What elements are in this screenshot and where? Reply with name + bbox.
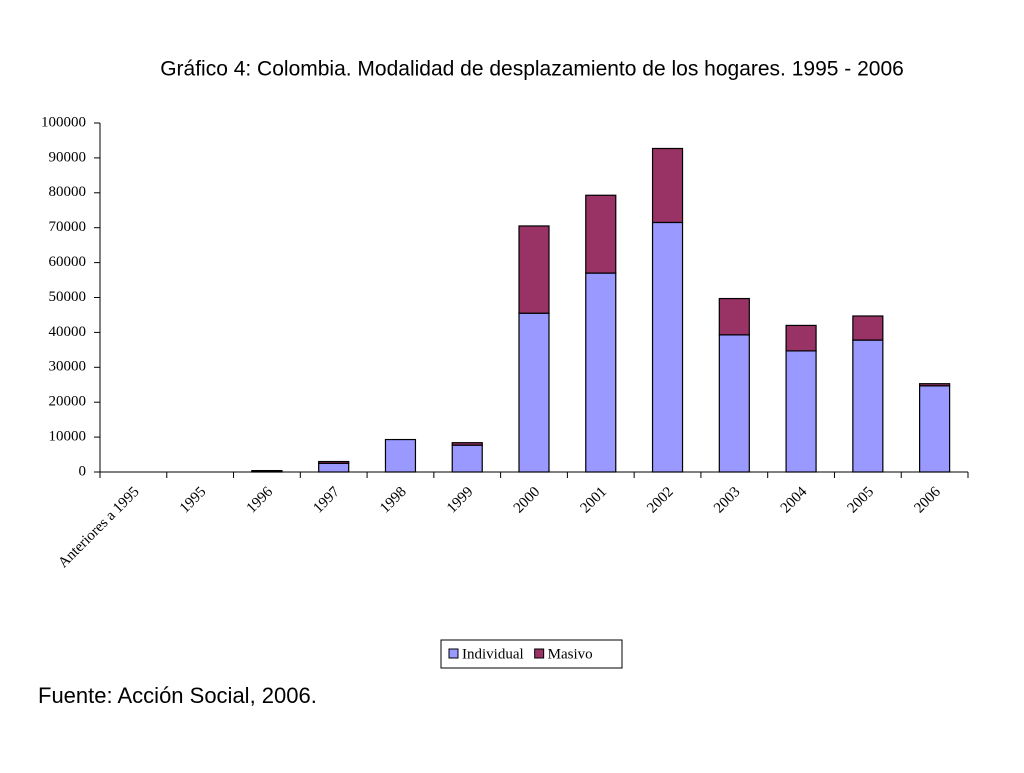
legend-label: Masivo: [548, 646, 593, 662]
y-tick-label: 30000: [49, 359, 87, 375]
bar-segment: [319, 463, 349, 472]
x-tick-label: 1996: [244, 484, 277, 517]
y-tick-label: 40000: [49, 324, 87, 340]
bar-segment: [586, 195, 616, 273]
bar-segment: [452, 445, 482, 472]
bar-segment: [385, 440, 415, 472]
y-tick-label: 0: [79, 463, 87, 479]
x-tick-label: 2002: [644, 484, 677, 517]
bar-segment: [853, 316, 883, 340]
bar-segment: [519, 313, 549, 472]
y-tick-label: 80000: [49, 184, 87, 200]
x-tick-label: 2005: [845, 484, 878, 517]
bar-segment: [786, 351, 816, 472]
x-tick-label: 1999: [444, 484, 477, 517]
y-tick-label: 100000: [41, 114, 86, 130]
x-tick-label: 1998: [377, 484, 410, 517]
bar-segment: [920, 386, 950, 472]
bar-segment: [920, 384, 950, 386]
x-tick-label: 2001: [578, 484, 611, 517]
y-tick-label: 10000: [49, 429, 87, 445]
bar-segment: [786, 325, 816, 350]
x-tick-label: 1997: [310, 484, 343, 517]
x-tick-label: 1995: [177, 484, 210, 517]
bar-segment: [319, 462, 349, 464]
source-note: Fuente: Acción Social, 2006.: [38, 683, 317, 708]
chart-title: Gráfico 4: Colombia. Modalidad de despla…: [160, 58, 904, 81]
x-tick-label: 2000: [511, 484, 544, 517]
legend-swatch: [449, 649, 458, 658]
x-tick-label: Anteriores a 1995: [55, 484, 142, 571]
bar-segment: [653, 148, 683, 222]
bar-segment: [719, 299, 749, 335]
bar-segment: [853, 340, 883, 472]
y-tick-label: 20000: [49, 394, 87, 410]
bar-segment: [519, 226, 549, 313]
x-tick-label: 2006: [911, 484, 944, 517]
legend-swatch: [535, 649, 544, 658]
x-tick-label: 2004: [778, 484, 811, 517]
y-tick-label: 60000: [49, 254, 87, 270]
y-tick-label: 50000: [49, 289, 87, 305]
bar-segment: [452, 443, 482, 445]
x-tick-label: 2003: [711, 484, 744, 517]
bar-segment: [719, 335, 749, 472]
bar-segment: [653, 222, 683, 472]
y-tick-label: 90000: [49, 149, 87, 165]
legend-label: Individual: [462, 646, 524, 662]
y-tick-label: 70000: [49, 219, 87, 235]
bar-segment: [586, 273, 616, 472]
